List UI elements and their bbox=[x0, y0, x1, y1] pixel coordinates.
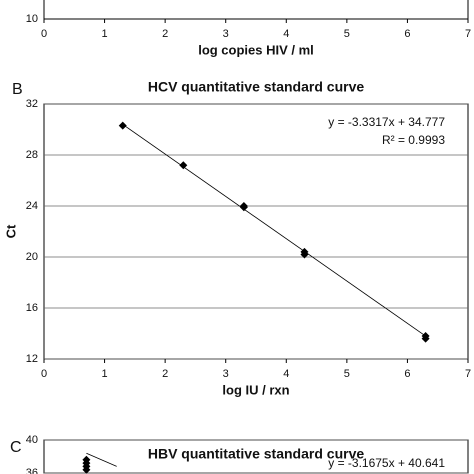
x-tick-label: 6 bbox=[404, 28, 410, 40]
x-tick-label: 5 bbox=[344, 368, 350, 380]
data-point bbox=[82, 465, 91, 474]
panel-letter: B bbox=[12, 81, 23, 98]
y-tick-label: 40 bbox=[26, 434, 38, 446]
panel-letter: C bbox=[10, 439, 22, 456]
equation: y = -3.3317x + 34.777 bbox=[328, 115, 445, 129]
x-tick-label: 1 bbox=[102, 368, 108, 380]
x-tick-label: 4 bbox=[283, 28, 289, 40]
y-tick-label: 10 bbox=[26, 13, 38, 25]
trend-line bbox=[86, 452, 117, 467]
y-tick-label: 36 bbox=[26, 467, 38, 474]
y-axis-label: Ct bbox=[3, 224, 18, 238]
x-tick-label: 2 bbox=[162, 368, 168, 380]
x-tick-label: 2 bbox=[162, 28, 168, 40]
chart-title: HBV quantitative standard curve bbox=[148, 446, 364, 462]
x-tick-label: 0 bbox=[41, 28, 47, 40]
equation: y = -3.1675x + 40.641 bbox=[328, 456, 445, 470]
y-tick-label: 20 bbox=[26, 251, 38, 263]
data-point bbox=[239, 203, 248, 212]
y-tick-label: 28 bbox=[26, 149, 38, 161]
y-tick-label: 12 bbox=[26, 353, 38, 365]
x-tick-label: 1 bbox=[102, 28, 108, 40]
data-point bbox=[179, 161, 188, 170]
x-tick-label: 5 bbox=[344, 28, 350, 40]
x-tick-label: 3 bbox=[223, 368, 229, 380]
x-tick-label: 7 bbox=[465, 368, 471, 380]
y-tick-label: 24 bbox=[26, 200, 38, 212]
y-tick-label: 32 bbox=[26, 98, 38, 110]
data-point bbox=[421, 334, 430, 343]
x-axis-label: log IU / rxn bbox=[222, 382, 289, 397]
trend-line bbox=[122, 124, 426, 337]
y-tick-label: 16 bbox=[26, 302, 38, 314]
x-tick-label: 6 bbox=[404, 368, 410, 380]
x-tick-label: 7 bbox=[465, 28, 471, 40]
x-tick-label: 0 bbox=[41, 368, 47, 380]
x-tick-label: 3 bbox=[223, 28, 229, 40]
chart-title: HCV quantitative standard curve bbox=[148, 79, 364, 95]
x-axis-label: log copies HIV / ml bbox=[198, 42, 314, 57]
data-point bbox=[118, 121, 127, 130]
x-tick-label: 4 bbox=[283, 368, 289, 380]
r-squared: R² = 0.9993 bbox=[382, 133, 445, 147]
plot-area bbox=[43, 0, 469, 20]
